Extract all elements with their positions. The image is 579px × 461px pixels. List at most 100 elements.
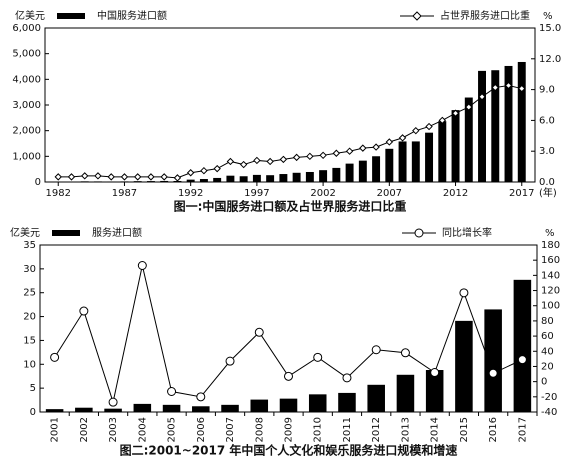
legend-swatch bbox=[57, 13, 85, 19]
marker bbox=[226, 157, 235, 166]
marker bbox=[279, 155, 288, 164]
marker bbox=[488, 368, 498, 378]
y2-axis-label: % bbox=[543, 11, 553, 22]
bar bbox=[358, 160, 367, 182]
x-tick-label: 2010 bbox=[313, 417, 324, 442]
bar bbox=[517, 61, 526, 182]
bar bbox=[146, 181, 155, 182]
y2-tick-label: 12.0 bbox=[539, 54, 561, 65]
legend-marker bbox=[412, 11, 422, 21]
marker bbox=[137, 260, 147, 270]
marker bbox=[319, 151, 327, 160]
marker bbox=[239, 160, 248, 169]
legend-swatch bbox=[52, 230, 80, 236]
bar bbox=[319, 170, 328, 182]
bar bbox=[45, 409, 64, 412]
bar bbox=[305, 171, 314, 182]
marker bbox=[147, 173, 155, 181]
bar bbox=[199, 179, 208, 182]
marker bbox=[107, 173, 115, 181]
marker bbox=[253, 156, 261, 165]
line bbox=[54, 265, 523, 405]
y2-tick-label: -20 bbox=[541, 392, 557, 403]
marker bbox=[359, 144, 367, 152]
x-tick-label: 2002 bbox=[79, 417, 90, 442]
y2-tick-label: 20 bbox=[541, 361, 554, 372]
marker bbox=[438, 116, 447, 125]
marker bbox=[54, 173, 62, 181]
y-tick-label: 0 bbox=[30, 407, 36, 418]
bar bbox=[239, 176, 248, 182]
x-tick-label: 2014 bbox=[430, 417, 441, 442]
marker bbox=[167, 387, 177, 397]
x-tick-label: 1992 bbox=[178, 188, 203, 199]
bar bbox=[385, 148, 394, 182]
bar bbox=[425, 132, 434, 182]
y2-tick-label: -40 bbox=[541, 407, 557, 418]
y-tick-label: 5 bbox=[30, 383, 36, 394]
marker bbox=[133, 173, 142, 181]
x-tick-label: 2017 bbox=[509, 188, 534, 199]
marker bbox=[292, 153, 301, 162]
bar bbox=[75, 407, 93, 412]
bar bbox=[94, 181, 102, 182]
bar bbox=[491, 70, 500, 182]
x-tick-label: 1982 bbox=[46, 188, 71, 199]
y2-tick-label: 6.0 bbox=[539, 115, 555, 126]
marker bbox=[173, 174, 182, 182]
bar bbox=[425, 370, 444, 412]
y-tick-label: 3,000 bbox=[12, 100, 41, 111]
x-tick-label: 2001 bbox=[50, 417, 61, 442]
bar bbox=[367, 384, 385, 412]
y2-tick-label: 180 bbox=[541, 240, 560, 251]
bar bbox=[186, 179, 195, 182]
bar bbox=[411, 141, 420, 182]
y-tick-label: 10 bbox=[23, 359, 36, 370]
marker bbox=[266, 157, 274, 166]
legend-label: 同比增长率 bbox=[442, 226, 492, 239]
bar bbox=[226, 175, 235, 182]
y-axis-label: 亿美元 bbox=[15, 9, 45, 22]
bar bbox=[398, 141, 407, 182]
legend-label: 占世界服务进口比重 bbox=[440, 9, 530, 22]
y2-tick-label: 120 bbox=[541, 286, 560, 297]
marker bbox=[81, 172, 89, 180]
bar bbox=[221, 404, 239, 412]
x-tick-label: 2007 bbox=[225, 417, 236, 442]
bar bbox=[213, 177, 222, 182]
x-tick-label: 2016 bbox=[488, 417, 499, 442]
bar bbox=[279, 398, 298, 412]
marker bbox=[491, 83, 499, 92]
y-tick-label: 6,000 bbox=[12, 23, 41, 34]
bar bbox=[250, 399, 269, 412]
chart-title: 图一:中国服务进口额及占世界服务进口比重 bbox=[174, 199, 407, 214]
x-tick-label: 2008 bbox=[254, 417, 265, 442]
x-tick-label: 1997 bbox=[244, 188, 269, 199]
marker bbox=[412, 126, 420, 135]
y2-tick-label: 9.0 bbox=[539, 85, 555, 96]
y2-tick-label: 0 bbox=[541, 377, 547, 388]
x-tick-label: 1987 bbox=[112, 188, 137, 199]
y2-tick-label: 140 bbox=[541, 270, 560, 281]
bar bbox=[192, 406, 210, 412]
bar bbox=[279, 174, 288, 182]
bar bbox=[504, 65, 513, 182]
marker bbox=[254, 327, 264, 337]
y2-axis-label: % bbox=[545, 228, 555, 239]
bar bbox=[120, 181, 129, 182]
y-tick-label: 4,000 bbox=[12, 74, 41, 85]
bar bbox=[266, 175, 275, 182]
x-tick-label: 2013 bbox=[400, 417, 411, 442]
marker bbox=[345, 147, 354, 155]
x-tick-label: 2012 bbox=[371, 417, 382, 442]
bar bbox=[345, 163, 354, 182]
marker bbox=[196, 392, 206, 402]
bar bbox=[332, 167, 341, 182]
y-tick-label: 30 bbox=[23, 264, 36, 275]
marker bbox=[67, 173, 76, 181]
y-tick-label: 25 bbox=[23, 288, 36, 299]
marker bbox=[517, 355, 527, 365]
y2-tick-label: 3.0 bbox=[539, 146, 555, 157]
x-tick-label: 2007 bbox=[377, 188, 402, 199]
